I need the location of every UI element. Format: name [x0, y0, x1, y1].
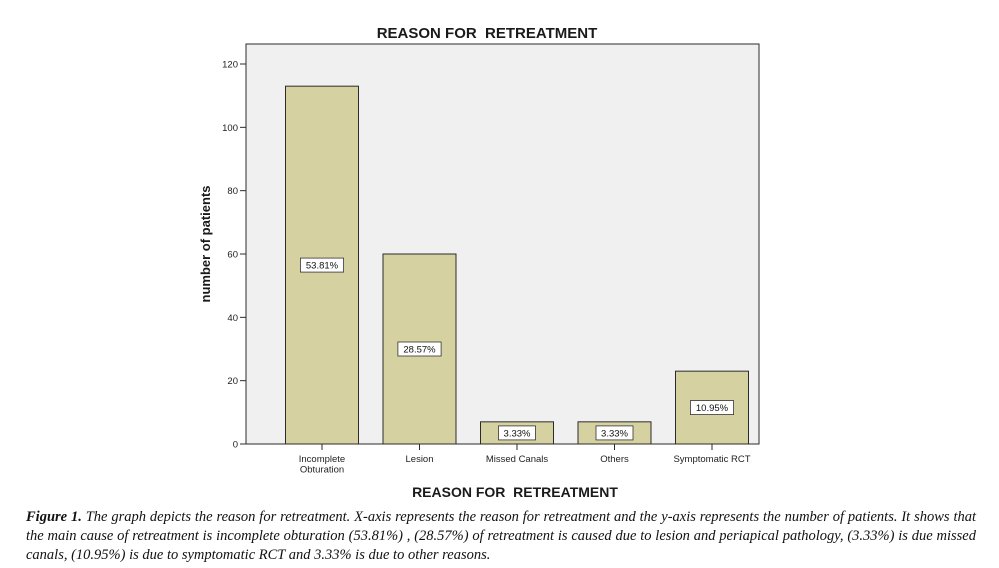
caption-text: The graph depicts the reason for retreat… [26, 509, 976, 563]
y-tick-label: 20 [227, 376, 238, 387]
y-tick-label: 80 [227, 186, 238, 197]
caption-label: Figure 1. [26, 509, 82, 525]
y-axis-label: number of patients [198, 185, 213, 302]
y-tick-label: 0 [233, 440, 238, 451]
x-tick-label: Symptomatic RCT [673, 454, 750, 465]
data-label-box [498, 425, 536, 441]
data-label: 10.95% [696, 403, 729, 414]
y-tick-label: 100 [222, 123, 238, 134]
x-tick-label: Obturation [300, 465, 344, 476]
data-label-box [299, 257, 344, 273]
y-tick-label: 60 [227, 250, 238, 261]
data-label: 3.33% [504, 429, 531, 440]
y-tick-label: 40 [227, 313, 238, 324]
x-tick-label: Lesion [406, 454, 434, 465]
chart-title: REASON FOR RETREATMENT [377, 25, 598, 42]
x-axis-label: REASON FOR RETREATMENT [412, 484, 618, 500]
data-label: 3.33% [601, 429, 628, 440]
x-tick-label: Others [600, 454, 629, 465]
x-tick-label: Incomplete [299, 454, 345, 465]
bar-chart: REASON FOR RETREATMENT 53.81% 28.57% 3.33%… [198, 25, 760, 500]
data-label-box [690, 400, 735, 415]
x-tick-label: Missed Canals [486, 454, 549, 465]
data-label: 28.57% [403, 345, 436, 356]
data-label: 53.81% [306, 261, 339, 272]
data-label-box [397, 341, 442, 357]
data-label-box [595, 425, 634, 441]
y-tick-label: 120 [222, 60, 238, 71]
figure-caption: Figure 1. The graph depicts the reason f… [26, 508, 976, 565]
